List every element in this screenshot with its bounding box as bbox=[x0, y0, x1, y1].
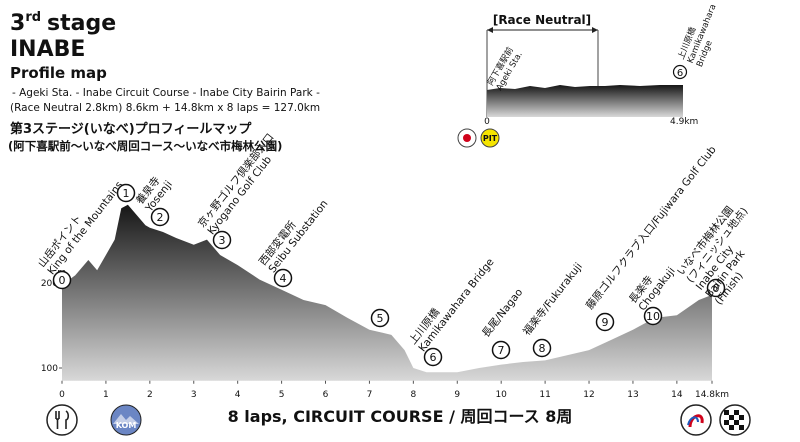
landmark-label: 福楽寺/Fukurakuji bbox=[520, 260, 585, 338]
landmark-circle bbox=[423, 347, 443, 367]
landmark-number: 8 bbox=[539, 342, 546, 355]
stage-word: stage bbox=[47, 11, 116, 36]
food-icon bbox=[46, 404, 78, 436]
landmark-number: 5 bbox=[377, 312, 384, 325]
landmark-number: 2 bbox=[157, 211, 164, 224]
route-ja: (阿下喜駅前〜いなべ周回コース〜いなべ市梅林公園) bbox=[8, 139, 282, 153]
distance: (Race Neutral 2.8km) 8.6km + 14.8km x 8 … bbox=[10, 102, 320, 114]
fork-knife bbox=[55, 410, 70, 429]
landmark-number: 0 bbox=[713, 282, 720, 295]
landmark-circle bbox=[370, 308, 390, 328]
landmark-label: 長尾/Nagao bbox=[480, 286, 525, 339]
route: - Ageki Sta. - Inabe Circuit Course - In… bbox=[12, 87, 320, 99]
finish-mark bbox=[687, 416, 699, 426]
landmark-number: 10 bbox=[646, 310, 660, 323]
landmark-circle bbox=[672, 64, 688, 80]
mountain bbox=[113, 414, 139, 424]
landmark-circle bbox=[52, 270, 72, 290]
x-tick-label: 6 bbox=[323, 390, 329, 400]
x-tick-label: 3 bbox=[191, 390, 197, 400]
landmark-number: 6 bbox=[430, 351, 437, 364]
landmark-number: 3 bbox=[219, 234, 226, 247]
x-tick-label: 4 bbox=[235, 390, 241, 400]
checkered-flag bbox=[724, 410, 744, 430]
neutral-profile bbox=[487, 85, 683, 117]
landmark-circle bbox=[532, 338, 552, 358]
landmark-circle bbox=[595, 312, 615, 332]
landmark-number: 1 bbox=[123, 187, 130, 200]
subtitle: Profile map bbox=[10, 64, 107, 82]
landmark-number: 9 bbox=[602, 316, 609, 329]
landmark-number: 4 bbox=[280, 272, 287, 285]
neutral-start-label: 阿下喜駅前 Ageki Sta. bbox=[485, 45, 525, 93]
landmark-circle bbox=[116, 183, 136, 203]
x-tick-label: 13 bbox=[627, 390, 638, 400]
stage-title: 3rd stage bbox=[10, 10, 116, 36]
x-tick-label: 8 bbox=[410, 390, 416, 400]
neutral-end-label: 上川原橋 Kamikawahara Bridge bbox=[676, 3, 719, 69]
x-tick-label: 9 bbox=[454, 390, 460, 400]
stage-suffix: rd bbox=[25, 10, 41, 25]
stage-number: 3 bbox=[10, 11, 25, 36]
landmark-line: Kamikawahara Bridge bbox=[416, 256, 496, 354]
landmark-circle bbox=[491, 340, 511, 360]
x-tick-label: 1 bbox=[103, 390, 109, 400]
x-tick-label: 10 bbox=[495, 390, 507, 400]
footer: KOM 8 laps, CIRCUIT COURSE / 周回コース 8周 bbox=[46, 404, 751, 436]
end-number: 6 bbox=[677, 68, 683, 79]
pit-label: PIT bbox=[483, 134, 498, 143]
x-tick-label: 5 bbox=[279, 390, 285, 400]
landmark-circle bbox=[273, 268, 293, 288]
neutral-title: [Race Neutral] bbox=[493, 13, 591, 27]
kom-label: KOM bbox=[116, 421, 137, 430]
course-label: 8 laps, CIRCUIT COURSE / 周回コース 8周 bbox=[228, 407, 573, 426]
title-ja: 第3ステージ(いなべ)プロフィールマップ bbox=[10, 121, 252, 137]
x-tick-label: 12 bbox=[583, 390, 594, 400]
x-tick-label: 0 bbox=[59, 390, 65, 400]
elevation-area bbox=[62, 204, 712, 381]
neutral-end-tick: 4.9km bbox=[670, 117, 698, 127]
landmark-circle bbox=[212, 230, 232, 250]
x-tick-label: 11 bbox=[539, 390, 550, 400]
neutral-start-tick: 0 bbox=[484, 117, 490, 127]
landmark-number: 0 bbox=[59, 274, 66, 287]
landmark-circle bbox=[706, 278, 726, 298]
landmark-circle bbox=[150, 207, 170, 227]
landmark-circle bbox=[643, 306, 663, 326]
pit-icon bbox=[480, 128, 500, 148]
x-tick-label: 14 bbox=[671, 390, 683, 400]
finish-icon bbox=[680, 404, 712, 436]
neutral-inset: [Race Neutral] 阿下喜駅前 Ageki Sta. 6 上川原橋 K… bbox=[457, 3, 719, 148]
x-tick-label: 7 bbox=[367, 390, 373, 400]
y-tick-label: 200 bbox=[41, 279, 58, 289]
stage-name: INABE bbox=[10, 37, 85, 62]
x-tick-label: 14.8km bbox=[695, 390, 729, 400]
landmark-line: 福楽寺/Fukurakuji bbox=[520, 260, 585, 338]
y-tick-label: 100 bbox=[41, 364, 58, 374]
landmark-line: 長尾/Nagao bbox=[480, 286, 525, 339]
landmark-number: 7 bbox=[498, 344, 505, 357]
flag-dot bbox=[463, 134, 471, 142]
finish-mark bbox=[688, 414, 704, 428]
x-tick-label: 2 bbox=[147, 390, 153, 400]
